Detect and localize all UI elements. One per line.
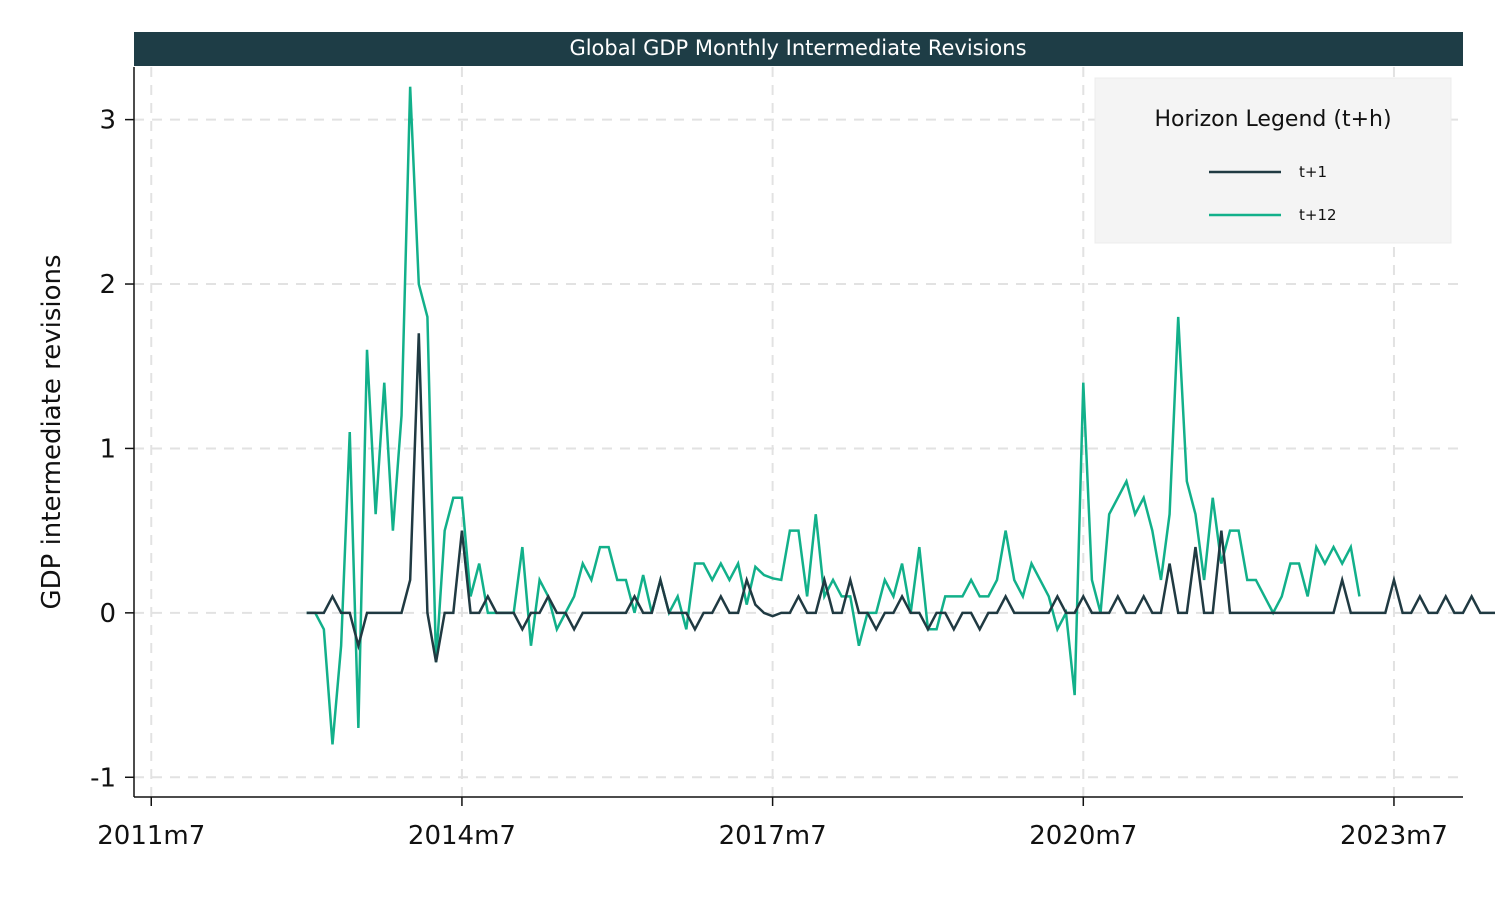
series-line-t12	[306, 86, 1361, 745]
x-tick-label-2: 2017m7	[719, 821, 827, 851]
legend-box	[1094, 77, 1452, 244]
y-tick-label-0: -1	[90, 763, 116, 793]
x-tick-label-4: 2023m7	[1340, 821, 1448, 851]
legend-title: Horizon Legend (t+h)	[1154, 107, 1391, 132]
series-line-t1	[306, 333, 1495, 663]
chart-title: Global GDP Monthly Intermediate Revision…	[569, 36, 1026, 60]
x-tick-label-1: 2014m7	[408, 821, 516, 851]
y-axis-ticks: -1 0 1 2 3	[90, 106, 134, 793]
y-tick-label-1: 0	[99, 599, 116, 629]
y-tick-label-2: 1	[99, 434, 116, 464]
x-tick-label-0: 2011m7	[97, 821, 205, 851]
x-tick-label-3: 2020m7	[1029, 821, 1137, 851]
y-tick-label-4: 3	[99, 106, 116, 136]
series-layer	[306, 86, 1495, 745]
axes	[133, 67, 1463, 798]
title-bar	[134, 32, 1463, 66]
legend-label-t1: t+1	[1299, 163, 1327, 181]
y-axis-label: GDP intermediate revisions	[37, 254, 67, 609]
legend: Horizon Legend (t+h) t+1 t+12	[1094, 77, 1452, 244]
y-tick-label-3: 2	[99, 270, 116, 300]
legend-label-t12: t+12	[1299, 206, 1337, 224]
x-axis-ticks: 2011m7 2014m7 2017m7 2020m7 2023m7	[97, 797, 1448, 851]
